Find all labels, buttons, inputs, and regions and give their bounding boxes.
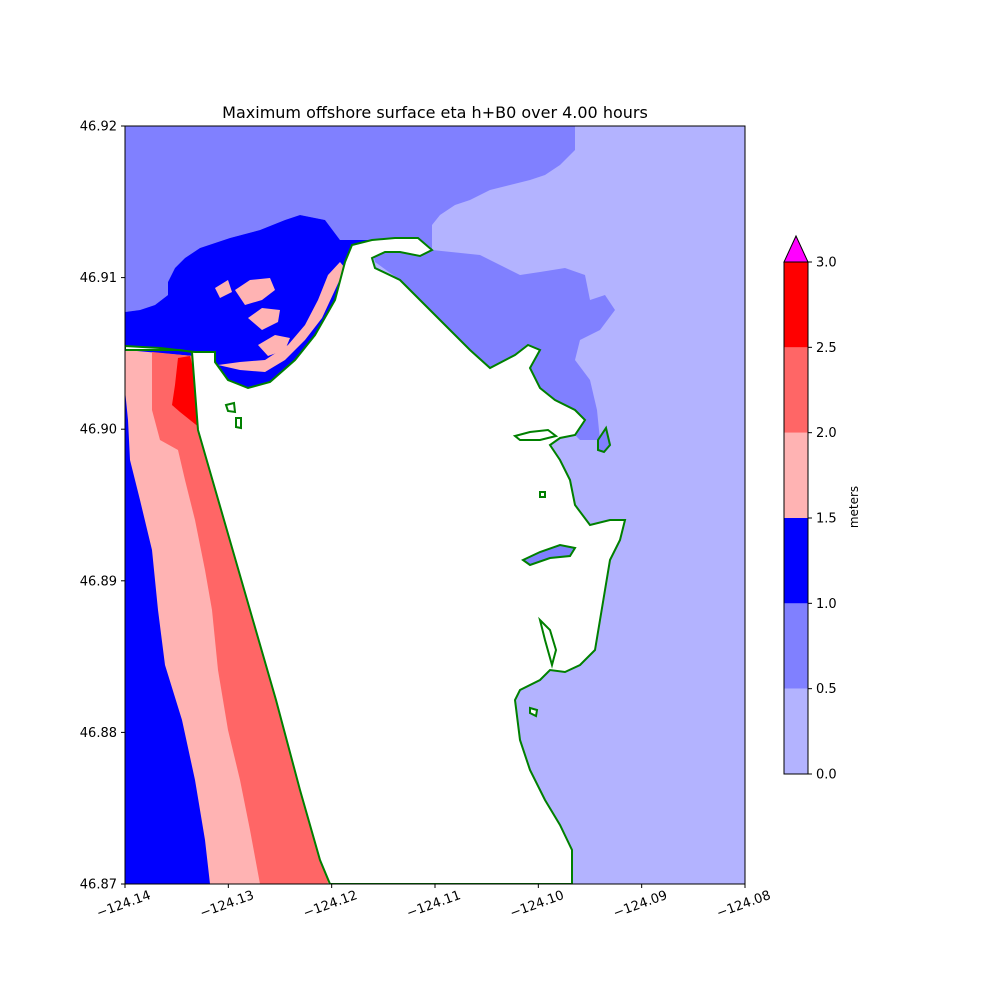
shoreline-island [597,425,612,454]
x-tick-label: −124.09 [611,888,669,921]
land-spit [125,237,627,884]
x-tick-label: −124.14 [95,888,153,921]
colorbar-segment [784,262,808,348]
zone-1.5-2.0-bay-patch [215,280,232,298]
shoreline-island [512,428,559,441]
zone-1.5-2.0-bay-patch [248,308,280,330]
x-tick-label: −124.08 [715,888,773,921]
colorbar-tick-label: 2.5 [816,341,837,356]
colorbar-tick-label: 0.0 [816,768,837,783]
colorbar-segment [784,688,808,774]
colorbar-tick-label: 3.0 [816,256,837,271]
colorbar-segment [784,432,808,518]
colorbar-tick-label: 1.5 [816,512,837,527]
x-tick-label: −124.13 [198,888,256,921]
colorbar: 0.0 0.5 1.0 1.5 2.0 2.5 3.0 [783,234,837,783]
shoreline-island [538,616,558,669]
colorbar-segment [784,603,808,689]
shoreline-island [539,491,546,498]
y-tick-label: 46.88 [80,726,117,741]
chart-title: Maximum offshore surface eta h+B0 over 4… [222,103,648,122]
zone-1.5-2.0-bay-patch [258,335,290,356]
zone-2.0-2.5-ocean [152,352,328,884]
shoreline-island [224,401,237,414]
y-tick-label: 46.91 [80,271,117,286]
x-tick-label: −124.10 [508,888,566,921]
y-axis: 46.87 46.88 46.89 46.90 46.91 46.92 [80,120,125,893]
colorbar-label: meters [847,486,861,528]
x-tick-label: −124.11 [405,888,463,921]
y-tick-label: 46.92 [80,120,117,135]
colorbar-tick-label: 2.0 [816,426,837,441]
colorbar-tick-label: 0.5 [816,682,837,697]
colorbar-segment [784,347,808,433]
y-tick-label: 46.89 [80,574,117,589]
y-tick-label: 46.87 [80,878,117,893]
plot-area [125,126,745,884]
shoreline-island [235,417,242,430]
x-tick-label: −124.12 [301,888,359,921]
x-axis: −124.14 −124.13 −124.12 −124.11 −124.10 −124.… [95,884,773,921]
zone-1.5-2.0-bay-patch [235,278,275,305]
colorbar-segment [784,518,808,604]
zone-0.5-1.0-north [125,126,615,440]
shoreline-island [529,706,539,718]
shoreline-island [521,543,577,567]
y-tick-label: 46.90 [80,423,117,438]
colorbar-extend-arrow [783,234,809,263]
colorbar-tick-label: 1.0 [816,597,837,612]
